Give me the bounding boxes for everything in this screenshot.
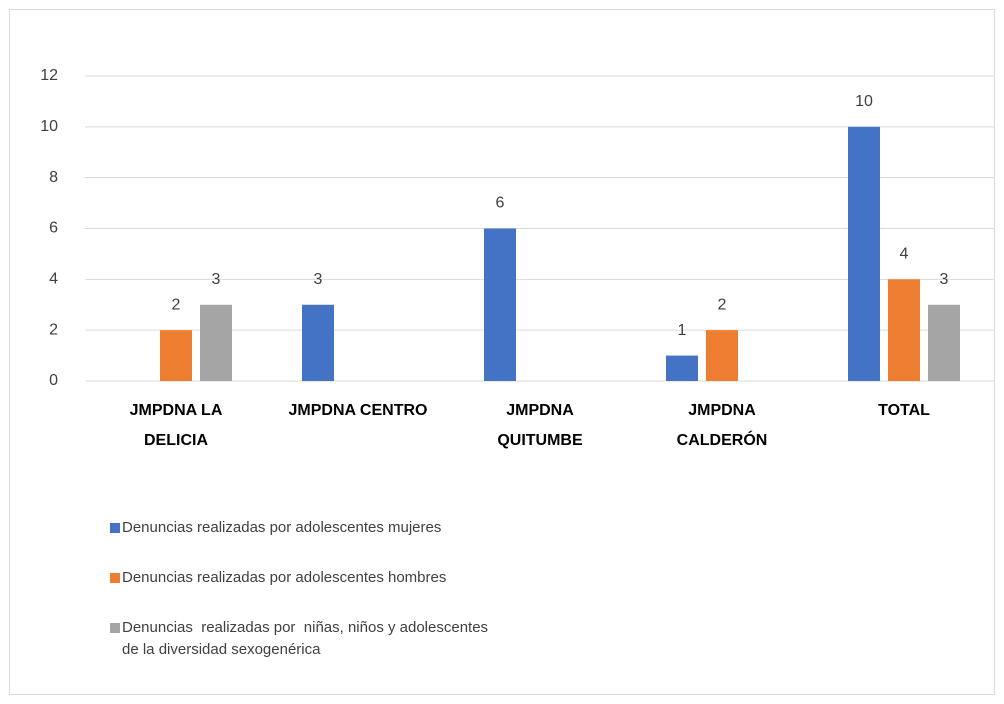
bar [666, 355, 698, 381]
x-tick-label: JMPDNA CALDERÓN [677, 402, 768, 449]
data-label: 3 [940, 271, 949, 288]
bar [928, 304, 960, 381]
y-tick-label: 0 [49, 372, 58, 389]
legend-swatch [110, 623, 120, 633]
data-label: 3 [314, 271, 323, 288]
x-tick-label: TOTAL [878, 402, 930, 419]
data-label: 4 [900, 246, 909, 263]
y-tick-label: 6 [49, 220, 58, 237]
data-label: 10 [855, 93, 873, 110]
bar [484, 228, 516, 381]
bar [200, 304, 232, 381]
legend-swatch [110, 573, 120, 583]
bar [302, 304, 334, 381]
x-tick-label: JMPDNA CENTRO [289, 402, 428, 419]
legend-label: Denuncias realizadas por adolescentes ho… [122, 569, 446, 586]
bar [848, 126, 880, 381]
y-tick-label: 2 [49, 321, 58, 338]
data-label: 2 [718, 296, 727, 313]
bar [888, 279, 920, 381]
y-tick-label: 4 [49, 271, 58, 288]
x-tick-label: JMPDNA QUITUMBE [497, 402, 583, 449]
y-tick-label: 12 [40, 67, 58, 84]
x-tick-label: JMPDNA LA DELICIA [130, 402, 223, 449]
data-label: 1 [678, 322, 687, 339]
data-label: 3 [212, 271, 221, 288]
data-label: 2 [172, 296, 181, 313]
legend-label: Denuncias realizadas por niñas, niños y … [122, 619, 488, 658]
legend-label: Denuncias realizadas por adolescentes mu… [122, 519, 441, 536]
y-tick-label: 10 [40, 118, 58, 135]
bar [160, 330, 192, 381]
legend-swatch [110, 523, 120, 533]
data-label: 6 [496, 195, 505, 212]
y-tick-label: 8 [49, 169, 58, 186]
bar [706, 330, 738, 381]
